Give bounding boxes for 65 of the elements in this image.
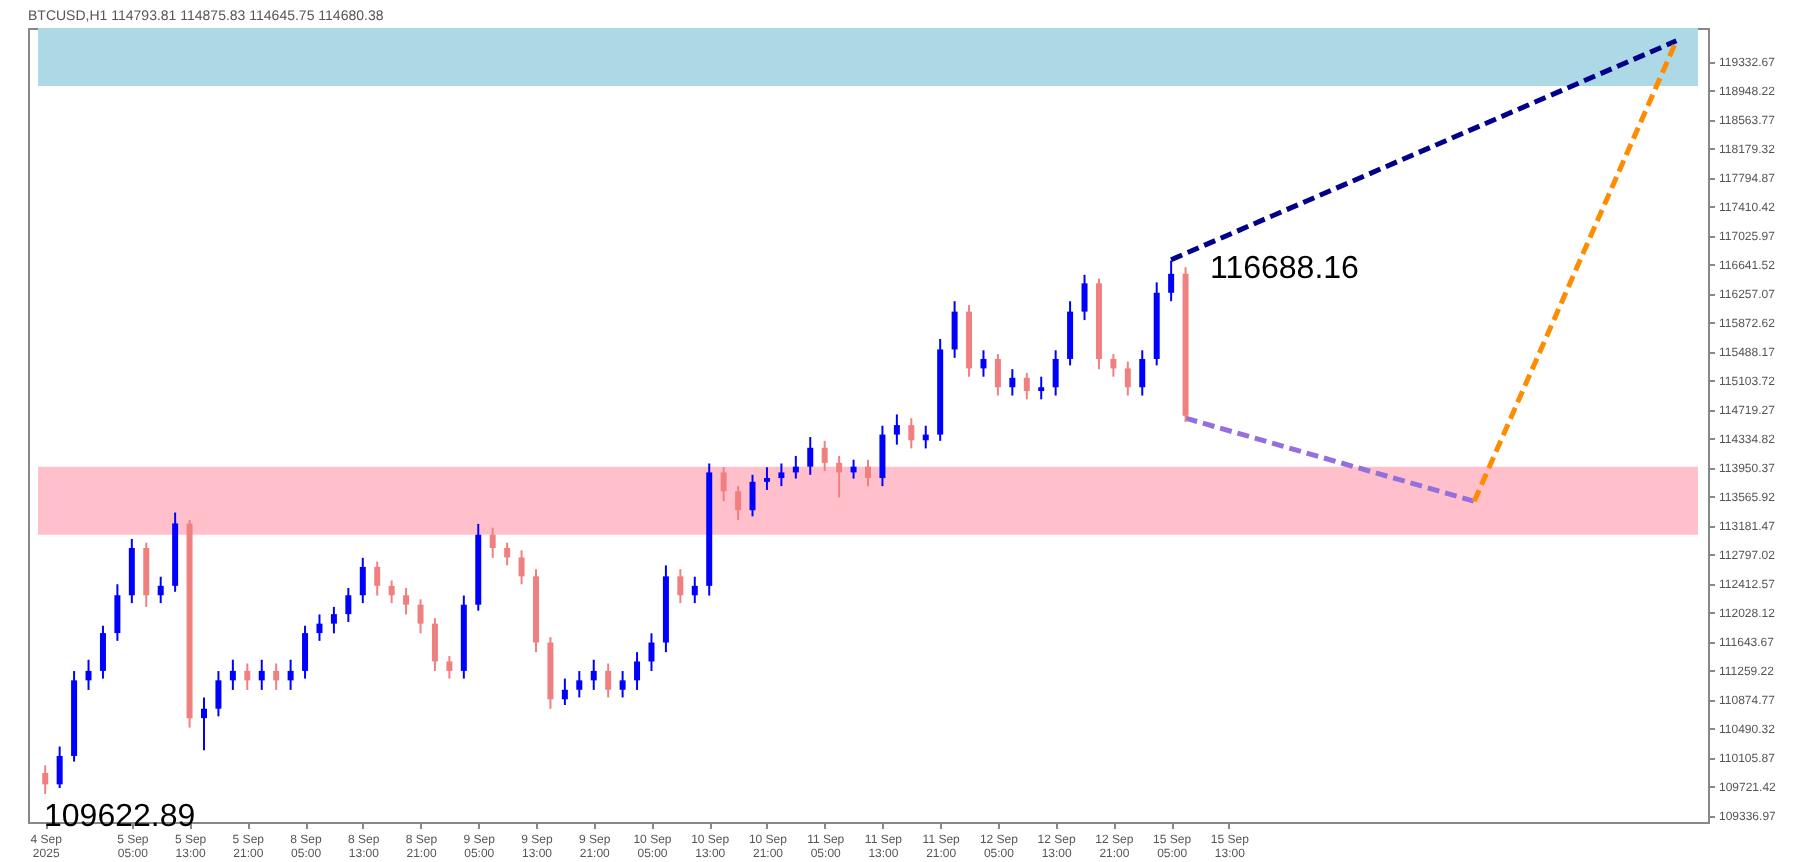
candlestick: [677, 568, 684, 605]
candlestick: [273, 662, 280, 691]
candlestick: [994, 353, 1001, 397]
candlestick: [157, 575, 164, 605]
annotation: 109622.89: [44, 800, 196, 834]
candlestick: [431, 617, 438, 673]
candlestick: [99, 624, 106, 680]
candlestick: [576, 670, 583, 699]
candlestick: [388, 579, 395, 605]
candlestick: [330, 605, 337, 635]
candlestick: [85, 658, 92, 691]
candlestick: [778, 462, 785, 488]
candlestick: [56, 745, 63, 790]
candlestick: [749, 473, 756, 518]
candlestick: [1052, 349, 1059, 397]
candlestick: [403, 587, 410, 616]
candlestick: [1009, 368, 1016, 397]
candlestick: [648, 632, 655, 673]
candlestick: [345, 587, 352, 623]
annotation: 116688.16: [1210, 252, 1360, 286]
candlestick: [143, 541, 150, 608]
candlestick: [1023, 371, 1030, 401]
candlestick: [374, 560, 381, 597]
candlestick: [1110, 353, 1117, 378]
candlestick: [128, 537, 135, 605]
candlestick: [244, 662, 251, 691]
candlestick: [807, 436, 814, 476]
candlestick: [1081, 273, 1088, 322]
candlestick: [691, 575, 698, 605]
candlestick: [561, 677, 568, 707]
candlestick: [619, 670, 626, 699]
candlestick: [821, 439, 828, 473]
candlestick: [908, 417, 915, 450]
candlestick: [229, 658, 236, 691]
candlestick: [417, 598, 424, 635]
candlestick: [879, 424, 886, 488]
candlestick: [518, 549, 525, 586]
candlestick: [980, 349, 987, 378]
candlestick: [1067, 300, 1074, 367]
candlestick: [446, 654, 453, 680]
candlestick: [258, 658, 265, 691]
candlestick: [504, 541, 511, 567]
candlestick: [359, 556, 366, 605]
candlestick: [634, 651, 641, 691]
candlestick: [893, 413, 900, 446]
candlestick: [489, 526, 496, 559]
candlestick: [215, 670, 222, 718]
candlestick: [865, 458, 871, 488]
candlestick: [836, 454, 843, 499]
candlestick: [302, 624, 309, 680]
candlestick: [590, 658, 597, 691]
candlestick: [316, 613, 323, 642]
candlestick: [1038, 375, 1045, 401]
candlestick: [951, 300, 958, 359]
candlestick: [114, 583, 121, 642]
candlestick: [763, 466, 770, 491]
candlestick: [1168, 259, 1175, 303]
candlestick: [735, 485, 742, 522]
candlestick: [720, 466, 727, 503]
candlestick: [1124, 360, 1131, 397]
candlestick: [605, 662, 612, 699]
candlestick: [1139, 349, 1146, 397]
candlestick: [201, 696, 207, 752]
candlestick: [42, 764, 49, 795]
candlestick: [287, 658, 294, 691]
